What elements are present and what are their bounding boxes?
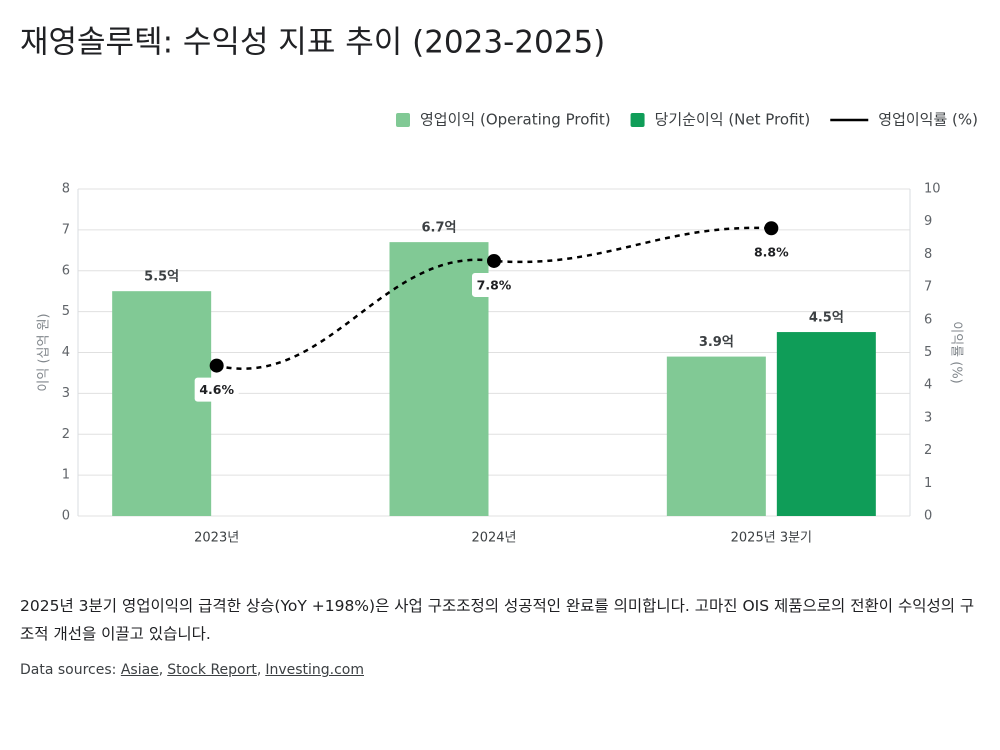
source-link[interactable]: Asiae	[121, 662, 167, 678]
y2-tick-label: 2	[924, 443, 932, 458]
y-tick-label: 0	[62, 509, 70, 524]
y-tick-label: 8	[62, 182, 70, 197]
y2-tick-label: 0	[924, 509, 932, 524]
chart-title: 재영솔루텍: 수익성 지표 추이 (2023-2025)	[20, 25, 605, 61]
legend-label: 영업이익 (Operating Profit)	[420, 111, 611, 129]
y-tick-label: 4	[62, 345, 70, 360]
bar	[776, 332, 876, 516]
line-value-label: 7.8%	[477, 277, 512, 292]
x-tick-label: 2024년	[471, 531, 516, 546]
description: 2025년 3분기 영업이익의 급격한 상승(YoY +198%)은 사업 구조…	[20, 597, 975, 643]
y2-tick-label: 8	[924, 247, 932, 262]
sources-label: Data sources:	[20, 662, 117, 678]
y2-tick-label: 3	[924, 410, 932, 425]
y2-tick-label: 6	[924, 312, 932, 327]
bar	[666, 356, 766, 516]
y2-tick-label: 9	[924, 214, 932, 229]
x-tick-label: 2025년 3분기	[731, 531, 812, 546]
legend-label: 영업이익률 (%)	[878, 111, 978, 129]
y-tick-label: 5	[62, 304, 70, 319]
legend-swatch	[396, 113, 410, 127]
line-value-label: 8.8%	[754, 245, 789, 260]
y2-axis-label: 이익률 (%)	[949, 321, 964, 384]
y-tick-label: 3	[62, 386, 70, 401]
x-tick-label: 2023년	[194, 531, 239, 546]
bar-value-label: 4.5억	[809, 311, 844, 326]
y2-tick-label: 7	[924, 280, 932, 295]
line-value-label: 4.6%	[199, 382, 234, 397]
y-axis-label: 이익 (십억 원)	[37, 313, 52, 391]
line	[216, 226, 772, 370]
y-tick-label: 1	[62, 468, 70, 483]
bar-value-label: 5.5억	[144, 270, 179, 285]
bar-value-label: 6.7억	[422, 221, 457, 236]
legend-label: 당기순이익 (Net Profit)	[655, 111, 811, 129]
source-link[interactable]: Stock Report	[167, 662, 265, 678]
bar	[112, 291, 212, 516]
source-link[interactable]: Investing.com	[265, 662, 364, 678]
line-point	[209, 358, 224, 373]
y2-tick-label: 10	[924, 182, 941, 197]
y2-tick-label: 1	[924, 476, 932, 491]
line-point	[487, 253, 501, 268]
sources: Data sources: AsiaeStock ReportInvesting…	[20, 662, 364, 678]
chart: 재영솔루텍: 수익성 지표 추이 (2023-2025) 0 1 2 3 4 5 6 7 8 0 1…	[20, 25, 978, 546]
label-box	[194, 377, 239, 402]
label-box	[749, 240, 794, 265]
y2-tick-label: 4	[924, 378, 932, 393]
bar-value-label: 3.9억	[699, 335, 734, 350]
y-tick-label: 2	[62, 427, 70, 442]
legend-swatch	[630, 113, 645, 127]
label-box	[472, 272, 516, 297]
y-tick-label: 7	[62, 222, 70, 237]
y-tick-label: 6	[62, 263, 70, 278]
y2-tick-label: 5	[924, 345, 932, 360]
line-point	[764, 221, 779, 236]
